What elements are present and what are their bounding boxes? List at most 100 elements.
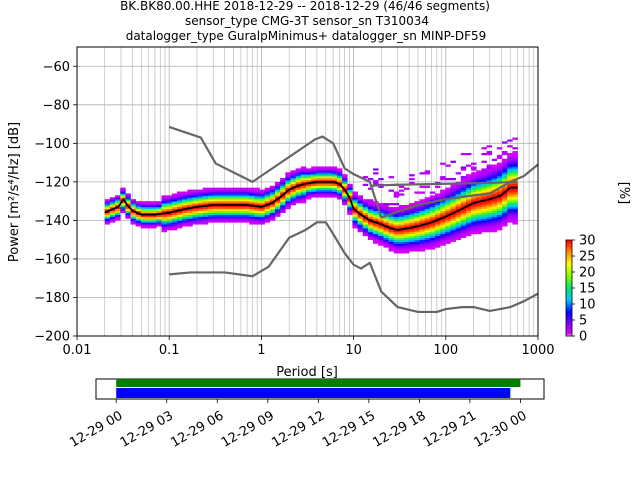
- heatmap-cell: [109, 197, 116, 200]
- heatmap-cell: [429, 218, 436, 221]
- heatmap-cell: [295, 178, 302, 181]
- heatmap-cell: [419, 247, 425, 250]
- heatmap-cell: [357, 201, 364, 204]
- heatmap-cell: [445, 195, 451, 198]
- heatmap-cell: [434, 222, 441, 225]
- heatmap-cell: [491, 224, 498, 227]
- heatmap-cell: [460, 152, 467, 156]
- heatmap-cell: [393, 251, 400, 254]
- heatmap-cell: [404, 235, 410, 239]
- heatmap-cell: [373, 212, 379, 215]
- heatmap-cell: [166, 218, 173, 221]
- heatmap-cell: [146, 220, 152, 223]
- heatmap-cell: [450, 218, 456, 221]
- colorbar-segment: [566, 260, 572, 263]
- heatmap-cell: [249, 212, 255, 215]
- heatmap-cell: [135, 216, 142, 219]
- heatmap-cell: [471, 176, 477, 179]
- heatmap-cell: [496, 179, 503, 183]
- colorbar-segment: [566, 278, 572, 281]
- heatmap-cell: [151, 201, 157, 204]
- heatmap-cell: [269, 191, 276, 194]
- heatmap-cell: [393, 237, 400, 240]
- heatmap-cell: [280, 201, 286, 204]
- heatmap-cell: [440, 189, 446, 192]
- heatmap-cell: [476, 195, 482, 198]
- heatmap-cell: [393, 231, 400, 235]
- heatmap-cell: [404, 218, 410, 221]
- heatmap-cell: [507, 199, 513, 202]
- heatmap-cell: [450, 189, 456, 192]
- heatmap-cell: [440, 178, 446, 181]
- heatmap-cell: [156, 203, 162, 206]
- heatmap-cell: [440, 237, 446, 240]
- colorbar-segment: [566, 280, 572, 283]
- heatmap-cell: [440, 204, 446, 208]
- y-tick-label: −100: [34, 137, 70, 152]
- heatmap-cell: [104, 203, 111, 206]
- heatmap-cell: [326, 185, 333, 188]
- heatmap-cell: [135, 201, 142, 204]
- heatmap-cell: [481, 212, 487, 215]
- heatmap-cell: [471, 226, 477, 229]
- heatmap-cell: [295, 197, 302, 200]
- heatmap-cell: [445, 228, 451, 231]
- heatmap-cell: [393, 249, 400, 252]
- heatmap-cell: [228, 220, 235, 223]
- heatmap-cell: [357, 220, 364, 223]
- heatmap-cell: [445, 191, 451, 194]
- heatmap-cell: [233, 204, 240, 208]
- heatmap-cell: [171, 195, 178, 198]
- heatmap-cell: [460, 226, 467, 229]
- heatmap-cell: [373, 226, 379, 229]
- heatmap-cell: [352, 224, 358, 227]
- heatmap-cell: [300, 185, 307, 188]
- heatmap-cell: [316, 187, 322, 190]
- heatmap-cell: [481, 179, 487, 183]
- heatmap-cell: [285, 172, 291, 175]
- heatmap-cell: [161, 222, 167, 225]
- heatmap-cell: [218, 210, 224, 213]
- plot-lines: [104, 125, 539, 314]
- heatmap-cell: [502, 224, 508, 227]
- heatmap-cell: [367, 226, 374, 229]
- heatmap-cell: [182, 203, 188, 206]
- heatmap-cell: [182, 197, 188, 200]
- heatmap-cell: [228, 197, 235, 200]
- heatmap-cell: [166, 214, 173, 217]
- heatmap-cell: [393, 235, 400, 239]
- heatmap-cell: [429, 241, 436, 244]
- heatmap-cell: [373, 210, 379, 213]
- heatmap-cell: [254, 193, 260, 196]
- heatmap-cell: [264, 191, 271, 194]
- heatmap-cell: [465, 231, 472, 235]
- heatmap-cell: [491, 174, 498, 177]
- heatmap-cell: [146, 210, 152, 213]
- heatmap-cell: [352, 210, 358, 213]
- heatmap-cell: [192, 191, 198, 194]
- heatmap-cell: [249, 206, 255, 210]
- heatmap-cell: [434, 230, 441, 233]
- heatmap-cell: [326, 195, 333, 198]
- heatmap-cell: [373, 214, 379, 217]
- heatmap-cell: [182, 222, 188, 225]
- heatmap-cell: [502, 170, 508, 173]
- heatmap-cell: [197, 197, 204, 200]
- heatmap-cell: [362, 214, 369, 217]
- series-mode: [104, 180, 518, 231]
- heatmap-cell: [450, 195, 456, 198]
- heatmap-cell: [367, 235, 374, 239]
- heatmap-cell: [125, 214, 131, 217]
- heatmap-cell: [202, 199, 209, 202]
- heatmap-cell: [491, 228, 498, 231]
- heatmap-cell: [512, 154, 518, 158]
- heatmap-cell: [398, 218, 405, 221]
- heatmap-cell: [481, 174, 487, 177]
- heatmap-cell: [471, 222, 477, 225]
- heatmap-cell: [109, 216, 116, 219]
- heatmap-cell: [460, 220, 467, 223]
- heatmap-cell: [151, 220, 157, 223]
- heatmap-cell: [419, 204, 425, 208]
- heatmap-cell: [156, 210, 162, 213]
- heatmap-cell: [455, 230, 462, 233]
